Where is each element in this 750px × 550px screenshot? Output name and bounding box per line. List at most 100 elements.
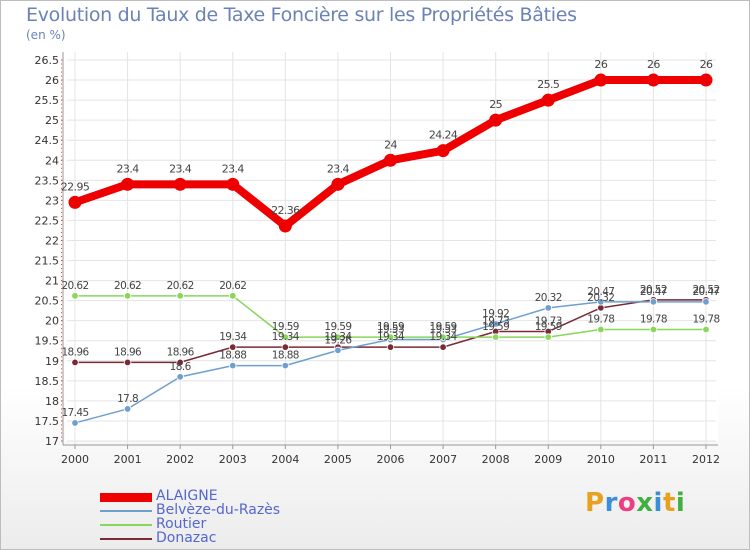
y-minor-tick [61, 135, 62, 137]
x-tick-label: 2007 [429, 453, 457, 466]
y-minor-tick [61, 223, 62, 225]
data-point [649, 325, 658, 334]
data-point [386, 343, 395, 351]
data-label: 18.6 [170, 361, 192, 373]
y-minor-tick [61, 308, 62, 310]
y-minor-tick [61, 171, 62, 173]
data-label: 19.53 [377, 324, 404, 336]
data-label: 19.78 [587, 314, 614, 326]
y-minor-tick [61, 320, 62, 322]
y-minor-tick [61, 79, 62, 81]
legend-label-belveze: Belvèze-du-Razès [156, 502, 281, 518]
y-minor-tick [61, 235, 62, 237]
data-point [229, 292, 237, 300]
legend-swatch-routier [100, 524, 152, 526]
y-minor-tick [61, 396, 62, 398]
data-point [544, 304, 552, 312]
y-minor-tick [61, 111, 62, 113]
logo-letter: t [662, 488, 676, 518]
y-minor-tick [61, 123, 62, 125]
y-minor-tick [61, 115, 62, 117]
y-minor-tick [61, 376, 62, 378]
data-point [439, 333, 447, 341]
data-point [649, 298, 658, 306]
y-minor-tick [61, 243, 62, 245]
y-minor-tick [61, 348, 62, 350]
data-label: 26 [647, 58, 660, 71]
data-label: 19.78 [692, 314, 719, 326]
data-label: 19.34 [377, 331, 405, 343]
y-minor-tick [61, 312, 62, 314]
y-tick-label: 18 [45, 395, 59, 408]
data-point [436, 144, 450, 158]
data-point [68, 195, 82, 209]
y-minor-tick [61, 388, 62, 390]
data-label: 19.34 [324, 331, 352, 343]
y-minor-tick [61, 252, 62, 254]
data-label: 23.4 [222, 162, 245, 175]
data-label: 18.88 [272, 350, 299, 362]
y-tick-label: 26.5 [35, 54, 60, 67]
y-minor-tick [61, 167, 62, 169]
y-minor-tick [61, 247, 62, 249]
data-label: 20.47 [692, 286, 719, 298]
y-tick-label: 21.5 [35, 255, 60, 268]
data-label: 20.47 [587, 286, 614, 298]
data-label: 20.52 [692, 284, 719, 296]
x-tick-label: 2000 [61, 453, 89, 466]
y-tick-label: 20 [45, 315, 59, 328]
data-point [226, 177, 240, 191]
x-tick-label: 2011 [639, 453, 667, 466]
chart-title: Evolution du Taux de Taxe Foncière sur l… [26, 4, 577, 26]
y-minor-tick [61, 179, 62, 181]
data-label: 19.92 [482, 308, 509, 320]
y-minor-tick [61, 324, 62, 326]
y-tick-label: 24 [45, 154, 59, 167]
data-point [278, 219, 292, 233]
y-minor-tick [61, 87, 62, 89]
y-minor-tick [61, 183, 62, 185]
data-label: 17.8 [117, 393, 138, 405]
y-tick-label: 22 [45, 234, 59, 247]
x-tick-label: 2006 [377, 453, 405, 466]
y-minor-tick [61, 288, 62, 290]
y-minor-tick [61, 227, 62, 229]
data-point [334, 346, 342, 355]
y-minor-tick [61, 215, 62, 217]
y-tick-label: 20.5 [35, 295, 60, 308]
y-tick-label: 24.5 [35, 134, 60, 147]
y-minor-tick [61, 131, 62, 133]
data-label: 25 [489, 98, 502, 111]
x-tick-label: 2004 [271, 453, 299, 466]
data-point [386, 333, 395, 341]
x-tick-label: 2008 [482, 453, 510, 466]
y-minor-tick [61, 316, 62, 318]
chart-subtitle: (en %) [26, 28, 66, 42]
data-point [491, 333, 500, 341]
data-label: 26 [700, 58, 713, 71]
data-point [702, 298, 710, 306]
data-label: 20.62 [114, 280, 141, 292]
y-minor-tick [61, 344, 62, 346]
data-label: 23.4 [117, 162, 140, 175]
logo-letter: o [617, 488, 637, 518]
y-minor-tick [61, 219, 62, 221]
x-tick-label: 2003 [219, 453, 247, 466]
data-point [544, 333, 552, 341]
y-minor-tick [61, 272, 62, 274]
data-label: 20.52 [640, 284, 667, 296]
y-minor-tick [61, 428, 62, 430]
data-point [646, 73, 660, 87]
plot-area [65, 52, 718, 441]
y-tick-label: 21 [45, 275, 59, 288]
y-minor-tick [61, 203, 62, 205]
data-label: 18.96 [61, 346, 89, 358]
proxiti-logo: Proxiti [585, 488, 685, 518]
data-label: 23.4 [327, 162, 350, 175]
y-tick-label: 22.5 [35, 214, 60, 227]
data-point [384, 153, 397, 167]
data-label: 19.34 [430, 331, 458, 343]
y-minor-tick [61, 276, 62, 278]
y-tick-label: 17.5 [35, 415, 60, 428]
